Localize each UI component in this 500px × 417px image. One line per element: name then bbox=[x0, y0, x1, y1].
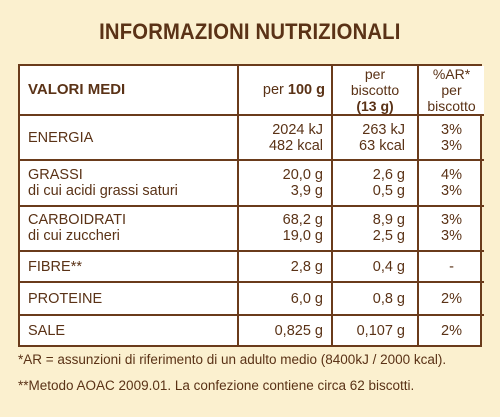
per-biscotto-value-cell: 263 kJ 63 kcal bbox=[331, 113, 418, 161]
ar-value-cell: 3% 3% bbox=[417, 113, 484, 161]
table-row: PROTEINE 6,0 g 0,8 g 2% bbox=[20, 281, 484, 316]
nutrition-table: VALORI MEDI per 100 g per biscotto (13 g… bbox=[18, 64, 484, 347]
header-valori-medi: VALORI MEDI bbox=[20, 66, 238, 115]
header-per-100g: per 100 g bbox=[237, 66, 332, 115]
ar-value: 3% bbox=[441, 121, 462, 138]
nutrient-label: di cui zuccheri bbox=[28, 228, 120, 245]
per-biscotto-value: 2,5 g bbox=[372, 228, 405, 245]
nutrient-label: FIBRE** bbox=[28, 258, 82, 275]
per-100g-value: 0,825 g bbox=[274, 322, 323, 339]
nutrient-label: SALE bbox=[28, 322, 66, 339]
ar-value: 3% bbox=[441, 183, 462, 200]
per-biscotto-value: 2,6 g bbox=[372, 167, 405, 184]
per-biscotto-value-cell: 8,9 g 2,5 g bbox=[331, 204, 418, 252]
header-per-100g-bold: 100 g bbox=[287, 82, 325, 98]
ar-value-cell: - bbox=[417, 250, 484, 283]
per-biscotto-value: 8,9 g bbox=[372, 212, 405, 229]
header-ar-line1: %AR* bbox=[432, 66, 471, 82]
header-per-100g-prefix: per bbox=[262, 82, 284, 98]
table-row: ENERGIA 2024 kJ 482 kcal 263 kJ 63 kcal 3% 3% bbox=[20, 113, 484, 161]
per-100g-value-cell: 2024 kJ 482 kcal bbox=[237, 113, 332, 161]
ar-value: 3% bbox=[441, 228, 462, 245]
per-100g-value: 482 kcal bbox=[268, 137, 323, 154]
nutrient-label: di cui acidi grassi saturi bbox=[28, 183, 178, 200]
per-100g-value: 6,0 g bbox=[290, 290, 323, 307]
footnote-ar: *AR = assunzioni di riferimento di un ad… bbox=[18, 352, 447, 367]
nutrient-label: PROTEINE bbox=[28, 290, 103, 307]
nutrient-label: GRASSI bbox=[28, 167, 83, 184]
per-biscotto-value: 0,8 g bbox=[372, 290, 405, 307]
header-per-biscotto-line1: per biscotto bbox=[350, 66, 400, 98]
per-100g-value-cell: 68,2 g 19,0 g bbox=[237, 204, 332, 252]
per-100g-value: 20,0 g bbox=[282, 167, 323, 184]
per-biscotto-value-cell: 2,6 g 0,5 g bbox=[331, 159, 418, 206]
footnote-metodo: **Metodo AOAC 2009.01. La confezione con… bbox=[18, 378, 415, 393]
per-biscotto-value-cell: 0,4 g bbox=[331, 250, 418, 283]
ar-value-cell: 2% bbox=[417, 281, 484, 316]
ar-value: - bbox=[449, 258, 454, 275]
table-header-row: VALORI MEDI per 100 g per biscotto (13 g… bbox=[20, 66, 484, 115]
table-row: CARBOIDRATI di cui zuccheri 68,2 g 19,0 g 8,… bbox=[20, 204, 484, 252]
per-biscotto-value: 263 kJ bbox=[362, 121, 405, 138]
nutrient-label: ENERGIA bbox=[28, 129, 94, 146]
table-body: ENERGIA 2024 kJ 482 kcal 263 kJ 63 kcal 3% 3% G… bbox=[20, 113, 484, 345]
per-100g-value: 2,8 g bbox=[290, 258, 323, 275]
per-biscotto-value-cell: 0,107 g bbox=[331, 314, 418, 345]
nutrient-label-cell: GRASSI di cui acidi grassi saturi bbox=[20, 159, 238, 206]
ar-value-cell: 4% 3% bbox=[417, 159, 484, 206]
header-per-biscotto-line2: (13 g) bbox=[356, 98, 394, 114]
page-title: INFORMAZIONI NUTRIZIONALI bbox=[99, 19, 401, 44]
nutrition-table-grid: VALORI MEDI per 100 g per biscotto (13 g… bbox=[20, 66, 484, 345]
ar-value: 4% bbox=[441, 167, 462, 184]
per-biscotto-value: 0,4 g bbox=[372, 258, 405, 275]
header-ar: %AR* per biscotto bbox=[417, 66, 484, 115]
per-100g-value: 19,0 g bbox=[282, 228, 323, 245]
ar-value-cell: 3% 3% bbox=[417, 204, 484, 252]
nutrient-label-cell: SALE bbox=[20, 314, 238, 345]
per-biscotto-value-cell: 0,8 g bbox=[331, 281, 418, 316]
per-biscotto-value: 0,107 g bbox=[356, 322, 405, 339]
header-ar-line2: per biscotto bbox=[427, 82, 476, 114]
ar-value: 3% bbox=[441, 212, 462, 229]
nutrient-label-cell: CARBOIDRATI di cui zuccheri bbox=[20, 204, 238, 252]
per-100g-value-cell: 0,825 g bbox=[237, 314, 332, 345]
nutrient-label: CARBOIDRATI bbox=[28, 212, 127, 229]
per-100g-value-cell: 6,0 g bbox=[237, 281, 332, 316]
nutrient-label-cell: FIBRE** bbox=[20, 250, 238, 283]
ar-value-cell: 2% bbox=[417, 314, 484, 345]
nutrient-label-cell: ENERGIA bbox=[20, 113, 238, 161]
table-row: FIBRE** 2,8 g 0,4 g - bbox=[20, 250, 484, 283]
ar-value: 2% bbox=[441, 290, 462, 307]
nutrient-label-cell: PROTEINE bbox=[20, 281, 238, 316]
header-per-biscotto: per biscotto (13 g) bbox=[331, 66, 418, 115]
per-100g-value-cell: 2,8 g bbox=[237, 250, 332, 283]
title-band: INFORMAZIONI NUTRIZIONALI bbox=[0, 0, 500, 64]
ar-value: 2% bbox=[441, 322, 462, 339]
per-100g-value: 3,9 g bbox=[290, 183, 323, 200]
per-100g-value-cell: 20,0 g 3,9 g bbox=[237, 159, 332, 206]
table-row: GRASSI di cui acidi grassi saturi 20,0 g 3,… bbox=[20, 159, 484, 206]
ar-value: 3% bbox=[441, 137, 462, 154]
table-row: SALE 0,825 g 0,107 g 2% bbox=[20, 314, 484, 345]
per-100g-value: 2024 kJ bbox=[272, 121, 323, 138]
per-100g-value: 68,2 g bbox=[282, 212, 323, 229]
per-biscotto-value: 0,5 g bbox=[372, 183, 405, 200]
per-biscotto-value: 63 kcal bbox=[359, 137, 405, 154]
